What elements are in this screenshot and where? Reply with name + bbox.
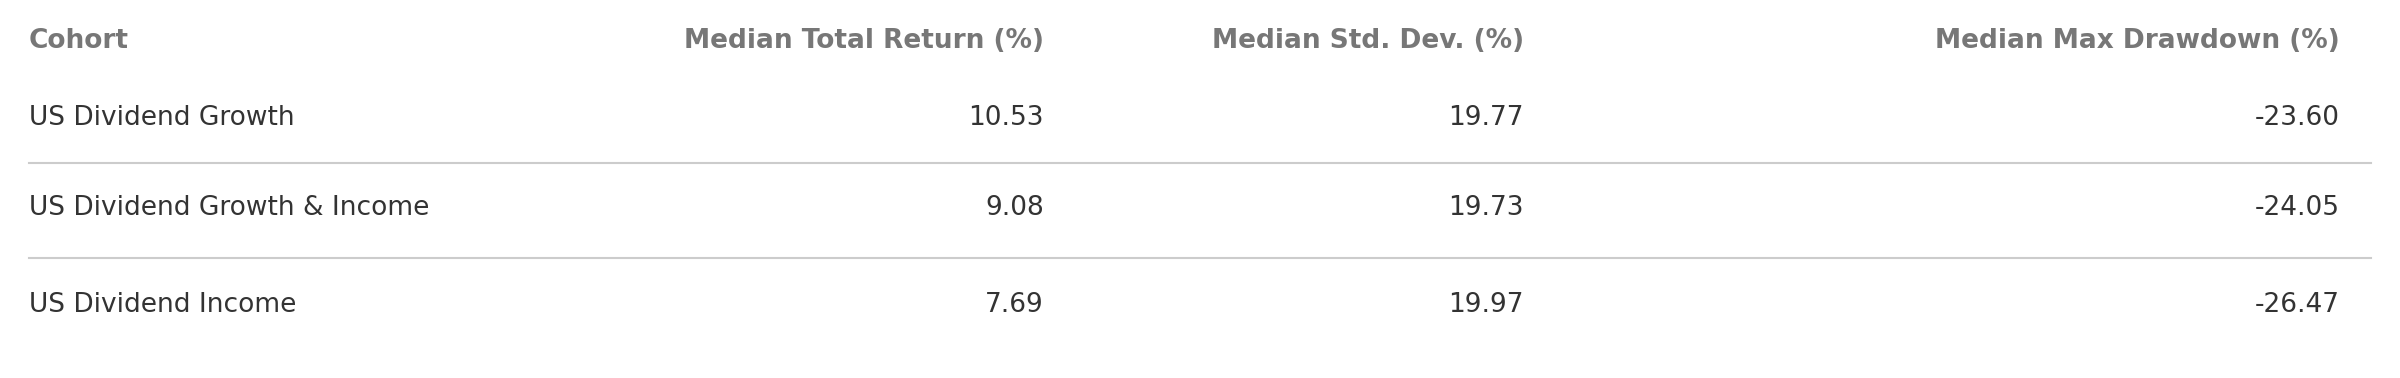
Text: 19.97: 19.97 bbox=[1450, 292, 1524, 318]
Text: -26.47: -26.47 bbox=[2256, 292, 2340, 318]
Text: -24.05: -24.05 bbox=[2256, 195, 2340, 221]
Text: -23.60: -23.60 bbox=[2256, 105, 2340, 131]
Text: 19.77: 19.77 bbox=[1450, 105, 1524, 131]
Text: US Dividend Growth: US Dividend Growth bbox=[29, 105, 295, 131]
Text: Median Std. Dev. (%): Median Std. Dev. (%) bbox=[1212, 28, 1524, 54]
Text: US Dividend Income: US Dividend Income bbox=[29, 292, 295, 318]
Text: 10.53: 10.53 bbox=[970, 105, 1044, 131]
Text: 7.69: 7.69 bbox=[986, 292, 1044, 318]
Text: US Dividend Growth & Income: US Dividend Growth & Income bbox=[29, 195, 430, 221]
Text: Median Total Return (%): Median Total Return (%) bbox=[684, 28, 1044, 54]
Text: 9.08: 9.08 bbox=[986, 195, 1044, 221]
Text: Cohort: Cohort bbox=[29, 28, 130, 54]
Text: Median Max Drawdown (%): Median Max Drawdown (%) bbox=[1934, 28, 2340, 54]
Text: 19.73: 19.73 bbox=[1450, 195, 1524, 221]
